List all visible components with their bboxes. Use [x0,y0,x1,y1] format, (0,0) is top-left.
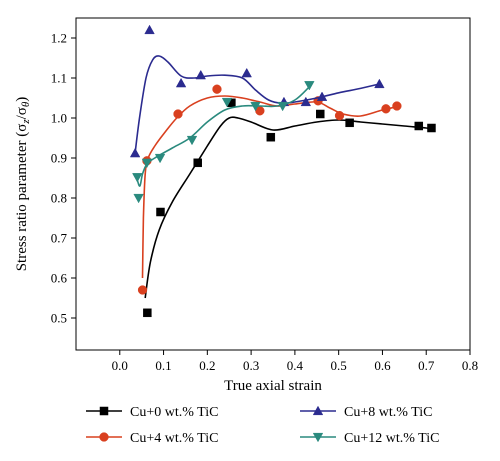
data-point [143,308,152,318]
series-line [144,116,432,299]
series-1 [143,98,436,318]
data-point [300,96,312,107]
x-tick-label: 0.5 [331,358,347,373]
y-axis-title-sub1: z [20,119,32,125]
legend: Cu+0 wt.% TiC Cu+4 wt.% TiC Cu+8 wt.% TiC C… [86,405,439,446]
data-point [427,123,436,133]
y-tick-label: 1.2 [51,31,67,46]
x-axis-title: True axial strain [224,378,322,394]
legend-marker [312,432,324,443]
data-point [316,91,328,101]
legend-label: Cu+12 wt.% TiC [344,431,439,446]
x-tick-label: 0.8 [462,358,478,373]
data-point [374,78,385,89]
x-tick-label: 0.2 [199,358,215,373]
x-tick-label: 0.7 [418,358,435,373]
legend-label: Cu+0 wt.% TiC [130,405,218,420]
data-point [195,69,206,80]
data-point [132,173,143,183]
y-tick-label: 0.6 [51,271,68,286]
series-4 [132,81,315,204]
legend-label: Cu+8 wt.% TiC [344,405,432,420]
legend-marker [312,405,324,416]
x-tick-label: 0.3 [243,358,259,373]
x-tick-label: 0.4 [287,358,304,373]
y-axis-title-sub2: θ [20,101,32,107]
series-3 [129,24,385,158]
data-point [133,193,144,204]
data-point [345,118,354,128]
legend-marker [99,432,109,442]
plot-frame [75,17,471,351]
data-point [156,207,165,217]
data-point [154,153,166,164]
x-tick-label: 0.6 [374,358,391,373]
x-tick-label: 0.1 [155,358,171,373]
series-line [134,55,380,154]
legend-entry: Cu+12 wt.% TiC [300,431,439,446]
data-point [381,104,391,114]
data-point [414,121,424,131]
y-axis-title: Stress ratio parameter (σz/σθ) [14,97,32,272]
y-axis-title-prefix: Stress ratio parameter (σ [14,124,30,272]
x-tick-label: 0.0 [112,358,128,373]
axes: 0.0 0.1 0.2 0.3 0.4 0.5 0.6 0.7 0.8 0.5 0.6 0.7 0.8 0… [51,31,478,374]
legend-entry: Cu+4 wt.% TiC [86,431,218,446]
y-tick-label: 1.0 [51,111,67,126]
data-point [141,158,153,169]
data-point [137,285,148,295]
data-point [212,84,222,94]
data-point [266,132,276,142]
data-point [250,101,261,112]
data-point [193,158,202,168]
data-point [175,77,187,88]
data-point [241,67,252,78]
data-point [392,101,402,111]
y-tick-label: 0.7 [51,231,68,246]
data-point [221,97,233,108]
y-tick-label: 0.5 [51,311,67,326]
y-tick-label: 1.1 [51,71,67,86]
data-point [304,81,315,91]
legend-entry: Cu+0 wt.% TiC [86,405,218,420]
data-point [173,109,183,119]
data-point [186,135,198,146]
data-point [129,147,141,158]
data-point [144,24,155,35]
data-point [334,110,345,121]
data-point [277,101,288,112]
plot-area [129,24,436,318]
series-line [136,86,310,187]
data-point [316,109,325,119]
legend-marker [99,406,109,416]
y-tick-label: 0.8 [51,191,67,206]
legend-label: Cu+4 wt.% TiC [130,431,218,446]
y-axis-title-mid: /σ [14,107,30,119]
legend-entry: Cu+8 wt.% TiC [300,405,432,420]
y-axis-title-suffix: ) [14,97,30,102]
y-tick-label: 0.9 [51,151,67,166]
